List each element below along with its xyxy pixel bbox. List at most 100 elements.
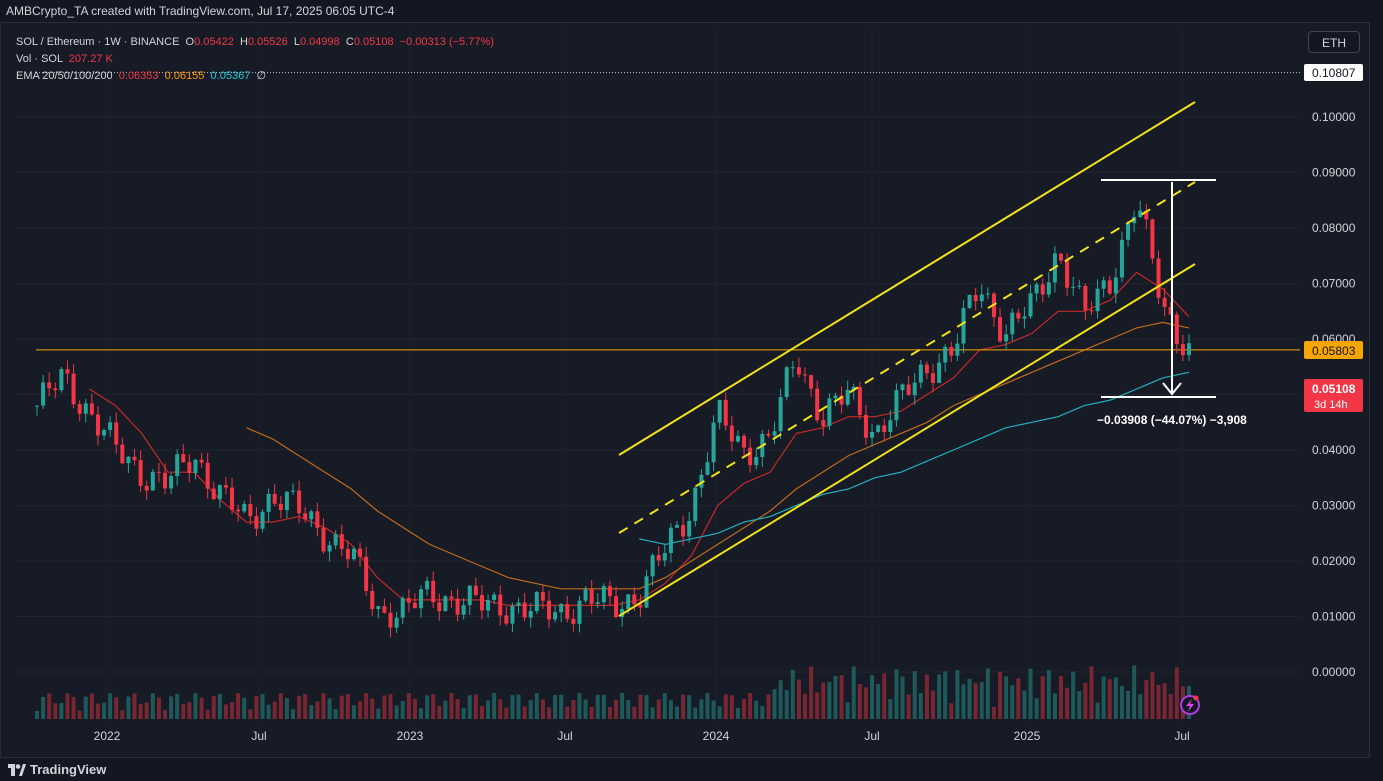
footer-bar: TradingView bbox=[0, 758, 1383, 781]
candle-body bbox=[931, 373, 935, 383]
candle-body bbox=[803, 374, 807, 376]
chart-panel[interactable] bbox=[0, 22, 1370, 758]
candle-body bbox=[1144, 210, 1149, 220]
volume-bar bbox=[839, 675, 844, 719]
volume-bar bbox=[918, 693, 923, 719]
ohlc-row: SOL / Ethereum · 1W · BINANCE O0.05422 H… bbox=[16, 34, 494, 51]
volume-bar bbox=[187, 702, 192, 719]
volume-bar bbox=[1083, 682, 1088, 719]
candle-body bbox=[1095, 288, 1100, 312]
volume-bar bbox=[1156, 684, 1161, 719]
time-tick-label: Jul bbox=[557, 729, 572, 743]
candle-body bbox=[784, 367, 789, 398]
volume-bar bbox=[583, 699, 588, 719]
candle-body bbox=[120, 444, 125, 464]
volume-bar bbox=[181, 704, 186, 719]
candle-body bbox=[339, 534, 344, 549]
volume-bar bbox=[364, 693, 369, 719]
volume-bar bbox=[717, 706, 722, 719]
candle-body bbox=[924, 364, 929, 374]
price-tick-label: 0.00000 bbox=[1312, 665, 1356, 679]
last-price-label: 0.05108 bbox=[1312, 382, 1356, 396]
volume-bar bbox=[1016, 678, 1021, 719]
volume-bar bbox=[138, 703, 143, 719]
volume-bar bbox=[126, 696, 131, 719]
candle-body bbox=[303, 513, 308, 520]
volume-bar bbox=[461, 707, 466, 719]
volume-bar bbox=[735, 707, 740, 719]
candle-body bbox=[144, 485, 149, 491]
candle-body bbox=[693, 487, 698, 521]
candle-body bbox=[918, 364, 923, 383]
candle-body bbox=[419, 589, 423, 609]
volume-bar bbox=[479, 706, 484, 719]
candle-body bbox=[1101, 280, 1106, 289]
candle-body bbox=[681, 524, 686, 537]
volume-bar bbox=[89, 693, 94, 719]
volume-bar bbox=[35, 711, 39, 719]
volume-bar bbox=[284, 698, 289, 719]
volume-bar bbox=[827, 681, 832, 719]
candle-body bbox=[376, 606, 381, 610]
volume-bar bbox=[163, 710, 167, 719]
volume-bar bbox=[516, 694, 521, 719]
candle-body bbox=[1022, 316, 1027, 319]
candle-body bbox=[735, 435, 740, 442]
candle-body bbox=[1083, 285, 1088, 311]
volume-bar bbox=[796, 679, 801, 719]
volume-bar bbox=[230, 701, 235, 719]
candle-body bbox=[827, 398, 832, 427]
candle-body bbox=[406, 598, 411, 603]
candle-body bbox=[540, 592, 545, 601]
volume-bar bbox=[656, 699, 661, 719]
candle-body bbox=[1180, 344, 1185, 356]
candle-body bbox=[1107, 280, 1112, 294]
candle-body bbox=[1168, 307, 1173, 315]
candle-body bbox=[327, 545, 332, 552]
time-tick-label: Jul bbox=[864, 729, 879, 743]
candle-body bbox=[1010, 312, 1015, 335]
candle-body bbox=[1162, 297, 1167, 308]
candle-body bbox=[626, 594, 631, 610]
volume-bar bbox=[394, 705, 399, 719]
volume-bar bbox=[729, 695, 734, 719]
volume-bar bbox=[211, 696, 216, 719]
volume-bar bbox=[175, 693, 180, 719]
volume-bar bbox=[534, 693, 539, 719]
volume-bar bbox=[1168, 694, 1173, 719]
volume-label[interactable]: Vol · SOL bbox=[16, 53, 63, 65]
candle-body bbox=[278, 503, 283, 511]
volume-bar bbox=[833, 676, 838, 719]
volume-bar bbox=[851, 666, 856, 719]
volume-bar bbox=[876, 684, 881, 719]
candle-body bbox=[985, 293, 990, 295]
symbol-name[interactable]: SOL / Ethereum · 1W · BINANCE bbox=[16, 36, 180, 48]
volume-bar bbox=[699, 699, 704, 719]
currency-button[interactable]: ETH bbox=[1308, 31, 1360, 53]
volume-bar bbox=[1046, 670, 1051, 719]
close-value: 0.05108 bbox=[353, 36, 394, 48]
candle-body bbox=[315, 511, 320, 528]
volume-bar bbox=[845, 702, 850, 719]
ema-label[interactable]: EMA 20/50/100/200 bbox=[16, 70, 113, 82]
volume-bar bbox=[59, 703, 64, 719]
lightning-icon[interactable] bbox=[1180, 695, 1200, 715]
price-tick-label: 0.03000 bbox=[1312, 499, 1356, 513]
low-value: 0.04998 bbox=[299, 36, 340, 48]
candle-body bbox=[699, 474, 704, 488]
volume-bar bbox=[114, 697, 119, 719]
candle-body bbox=[47, 382, 52, 389]
volume-bar bbox=[242, 697, 247, 719]
candle-body bbox=[772, 431, 777, 436]
volume-bar bbox=[553, 694, 558, 719]
volume-bar bbox=[614, 699, 619, 719]
volume-bar bbox=[882, 673, 887, 719]
volume-bar bbox=[156, 697, 161, 719]
tradingview-logo[interactable]: TradingView bbox=[8, 762, 106, 777]
volume-bar bbox=[742, 699, 747, 719]
volume-bar bbox=[339, 695, 344, 719]
volume-bar bbox=[102, 702, 107, 719]
time-tick-label: 2022 bbox=[94, 729, 121, 743]
volume-bar bbox=[486, 700, 491, 719]
